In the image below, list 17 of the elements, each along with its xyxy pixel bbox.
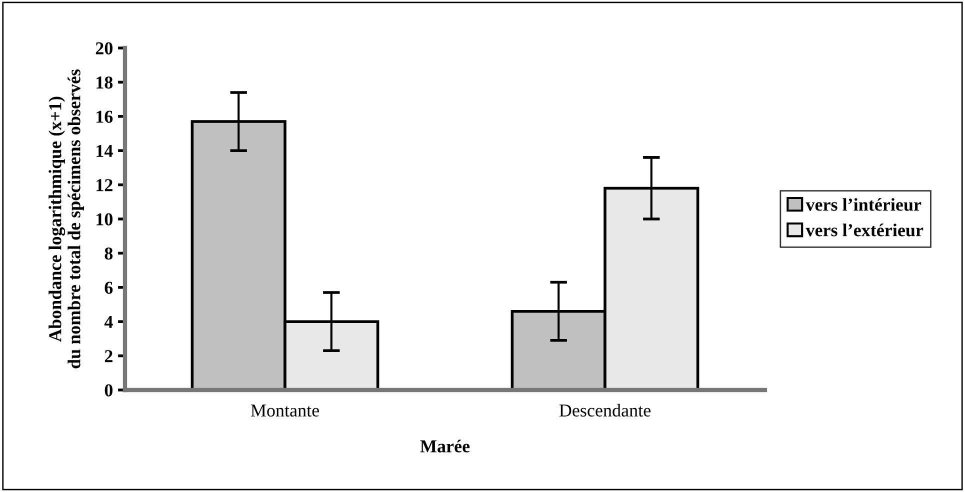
x-tick-label: Descendante xyxy=(559,404,650,417)
y-tick-label: 10 xyxy=(96,213,113,226)
legend-label: vers l’intérieur xyxy=(806,198,922,211)
y-tick-label: 18 xyxy=(96,76,113,89)
y-tick-label: 0 xyxy=(104,384,113,396)
y-tick-label: 2 xyxy=(104,350,112,362)
x-axis-title: Marée xyxy=(420,440,470,452)
y-tick-label: 6 xyxy=(104,282,113,294)
y-tick-label: 14 xyxy=(96,144,113,157)
y-tick-label: 8 xyxy=(104,247,113,260)
y-tick-label: 20 xyxy=(96,42,113,54)
y-axis-title: Abondance logarithmique (x+1) du nombre total de spécimens observés xyxy=(48,69,84,368)
y-tick-label: 12 xyxy=(96,179,112,192)
y-tick-label: 16 xyxy=(96,110,113,123)
legend-label: vers l’extérieur xyxy=(806,224,924,236)
y-tick-label: 4 xyxy=(104,316,113,328)
x-tick-label: Montante xyxy=(250,404,319,417)
